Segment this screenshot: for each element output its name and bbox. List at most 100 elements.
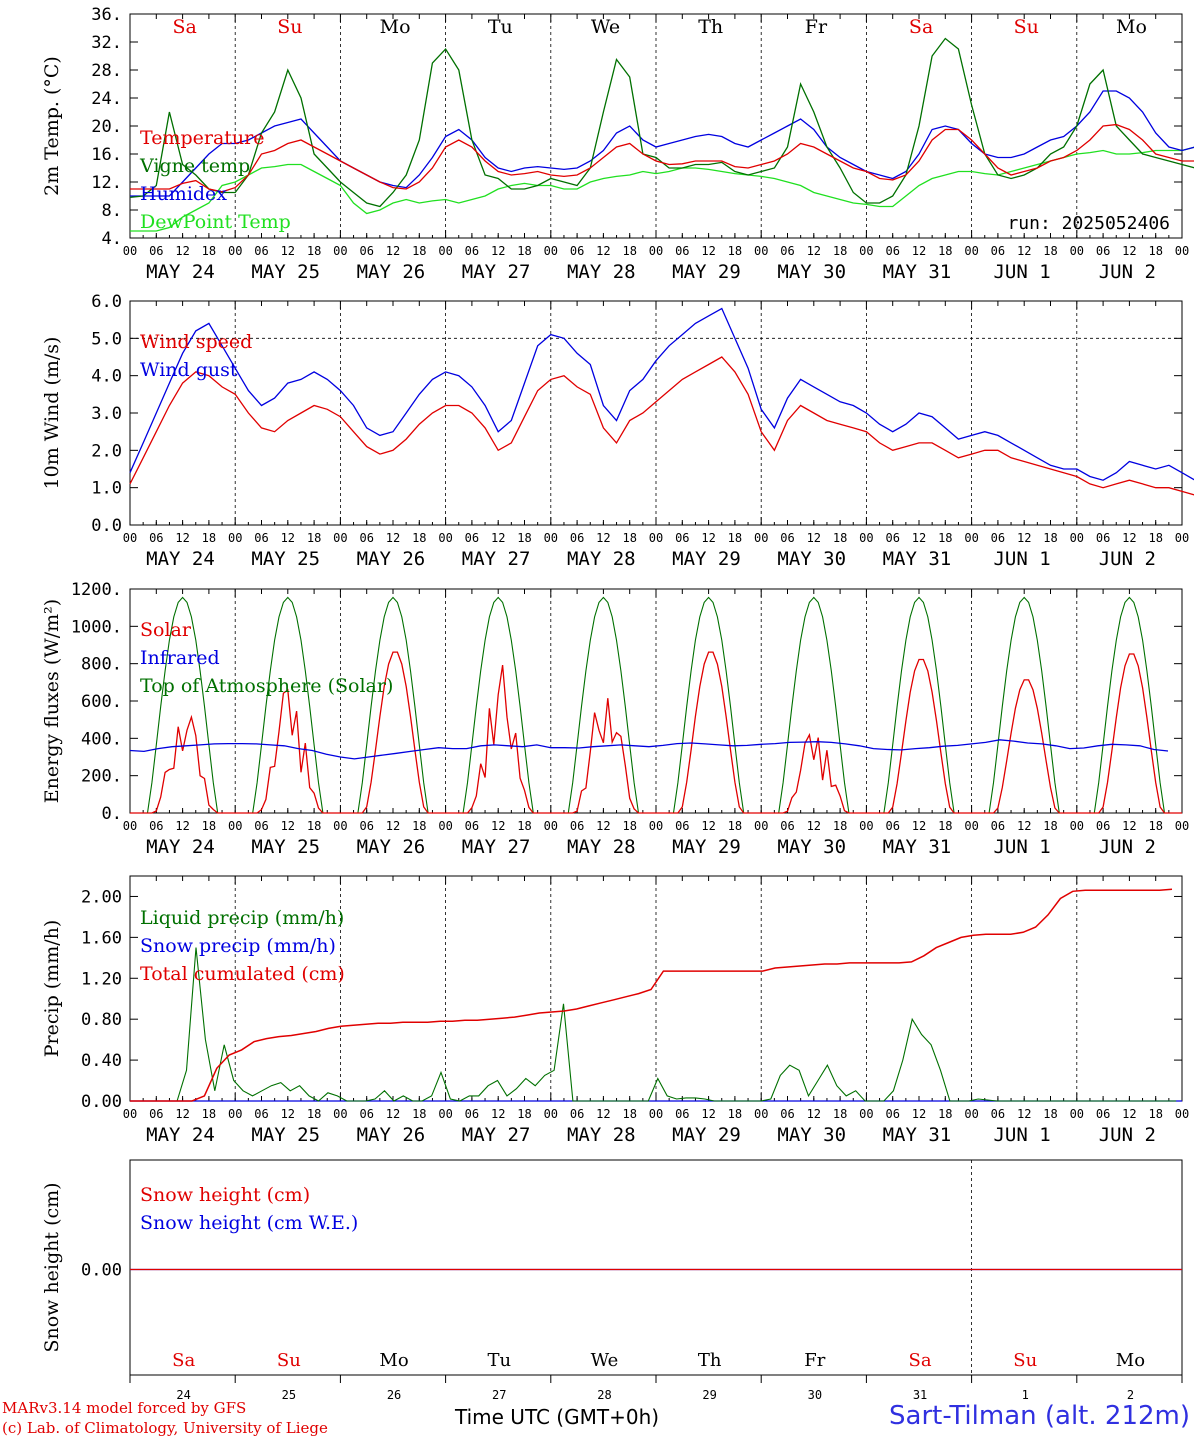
hour-tick-label: 18 bbox=[307, 244, 321, 258]
plot-frame bbox=[129, 300, 1183, 526]
hour-tick-label: 12 bbox=[281, 244, 295, 258]
hour-tick-label: 00 bbox=[123, 531, 137, 545]
day-number-label: 27 bbox=[492, 1388, 506, 1402]
hour-tick-label: 12 bbox=[701, 1107, 715, 1121]
date-label: MAY 26 bbox=[357, 261, 426, 283]
hour-tick-label: 18 bbox=[412, 819, 426, 833]
hour-tick-label: 18 bbox=[202, 244, 216, 258]
hour-tick-label: 12 bbox=[175, 819, 189, 833]
hour-tick-label: 12 bbox=[491, 244, 505, 258]
hour-tick-label: 18 bbox=[307, 819, 321, 833]
y-tick-label: 200. bbox=[81, 767, 122, 787]
y-tick-label: 800. bbox=[81, 655, 122, 675]
hour-tick-label: 00 bbox=[1175, 1107, 1189, 1121]
y-axis-title: Snow height (cm) bbox=[41, 1182, 63, 1352]
x-axis-title: Time UTC (GMT+0h) bbox=[455, 1405, 660, 1429]
weekday-label: Sa bbox=[172, 1350, 195, 1371]
y-tick-label: 3.0 bbox=[91, 404, 122, 424]
hour-tick-label: 00 bbox=[754, 1107, 768, 1121]
hour-tick-label: 06 bbox=[570, 244, 584, 258]
hour-tick-label: 06 bbox=[675, 531, 689, 545]
hour-tick-label: 18 bbox=[412, 531, 426, 545]
hour-tick-label: 06 bbox=[465, 531, 479, 545]
legend-entry: Top of Atmosphere (Solar) bbox=[140, 675, 393, 697]
hour-tick-label: 12 bbox=[912, 244, 926, 258]
hour-tick-label: 12 bbox=[596, 244, 610, 258]
hour-tick-label: 12 bbox=[386, 1107, 400, 1121]
hour-tick-label: 00 bbox=[1175, 531, 1189, 545]
hour-tick-label: 06 bbox=[359, 819, 373, 833]
legend-entry: Temperature bbox=[140, 127, 264, 149]
y-tick-label: 1000. bbox=[71, 617, 122, 637]
hour-tick-label: 18 bbox=[728, 1107, 742, 1121]
date-label: MAY 24 bbox=[146, 836, 215, 858]
legend-entry: Wind gust bbox=[140, 359, 238, 381]
hour-tick-label: 00 bbox=[1175, 244, 1189, 258]
hour-tick-label: 18 bbox=[202, 531, 216, 545]
hour-tick-label: 06 bbox=[149, 1107, 163, 1121]
hour-tick-label: 06 bbox=[675, 819, 689, 833]
y-tick-label: 2.0 bbox=[91, 441, 122, 461]
y-tick-label: 24. bbox=[91, 89, 122, 109]
hour-tick-label: 12 bbox=[386, 819, 400, 833]
hour-tick-label: 12 bbox=[386, 531, 400, 545]
hour-tick-label: 06 bbox=[991, 819, 1005, 833]
day-number-label: 25 bbox=[282, 1388, 296, 1402]
hour-tick-label: 18 bbox=[517, 244, 531, 258]
hour-tick-label: 00 bbox=[123, 819, 137, 833]
hour-tick-label: 18 bbox=[1148, 531, 1162, 545]
hour-tick-label: 06 bbox=[465, 244, 479, 258]
date-label: MAY 27 bbox=[462, 1124, 531, 1146]
day-number-label: 29 bbox=[702, 1388, 716, 1402]
series-line-total-cumulated bbox=[130, 888, 1173, 1102]
hour-tick-label: 18 bbox=[938, 819, 952, 833]
hour-tick-label: 00 bbox=[1070, 1107, 1084, 1121]
weekday-label: Sa bbox=[173, 16, 197, 38]
date-label: MAY 24 bbox=[146, 548, 215, 570]
hour-tick-label: 18 bbox=[622, 531, 636, 545]
hour-tick-label: 06 bbox=[570, 531, 584, 545]
hour-tick-label: 06 bbox=[675, 1107, 689, 1121]
hour-tick-label: 06 bbox=[991, 244, 1005, 258]
y-tick-label: 1.20 bbox=[81, 969, 122, 989]
hour-tick-label: 18 bbox=[307, 1107, 321, 1121]
date-label: MAY 27 bbox=[462, 836, 531, 858]
hour-tick-label: 00 bbox=[544, 244, 558, 258]
hour-tick-label: 18 bbox=[1043, 1107, 1057, 1121]
hour-tick-label: 00 bbox=[859, 819, 873, 833]
day-number-label: 28 bbox=[597, 1388, 611, 1402]
hour-tick-label: 00 bbox=[333, 531, 347, 545]
legend-entry: Wind speed bbox=[140, 331, 252, 353]
weekday-label: Su bbox=[1013, 1350, 1037, 1371]
hour-tick-label: 06 bbox=[1096, 1107, 1110, 1121]
hour-tick-label: 18 bbox=[412, 1107, 426, 1121]
y-axis-title: Precip (mm/h) bbox=[41, 920, 63, 1058]
hour-tick-label: 06 bbox=[780, 1107, 794, 1121]
hour-tick-label: 06 bbox=[254, 819, 268, 833]
weekday-label: We bbox=[591, 1350, 619, 1371]
legend-entry: Total cumulated (cm) bbox=[140, 963, 345, 985]
legend-entry: DewPoint Temp bbox=[140, 211, 291, 233]
hour-tick-label: 12 bbox=[1122, 244, 1136, 258]
y-tick-label: 6.0 bbox=[91, 292, 122, 312]
hour-tick-label: 00 bbox=[1070, 244, 1084, 258]
hour-tick-label: 12 bbox=[281, 819, 295, 833]
y-tick-label: 28. bbox=[91, 61, 122, 81]
hour-tick-label: 00 bbox=[1070, 819, 1084, 833]
weekday-label: Mo bbox=[1116, 1350, 1145, 1371]
date-label: MAY 31 bbox=[883, 836, 952, 858]
y-tick-label: 400. bbox=[81, 729, 122, 749]
date-label: MAY 31 bbox=[883, 1124, 952, 1146]
y-tick-label: 0.0 bbox=[91, 516, 122, 536]
hour-tick-label: 06 bbox=[465, 819, 479, 833]
y-tick-label: 5.0 bbox=[91, 329, 122, 349]
day-number-label: 1 bbox=[1022, 1388, 1029, 1402]
date-label: MAY 29 bbox=[672, 1124, 741, 1146]
hour-tick-label: 00 bbox=[964, 531, 978, 545]
y-tick-label: 4.0 bbox=[91, 367, 122, 387]
hour-tick-label: 00 bbox=[754, 244, 768, 258]
hour-tick-label: 06 bbox=[570, 1107, 584, 1121]
date-label: MAY 28 bbox=[567, 1124, 636, 1146]
date-label: MAY 27 bbox=[462, 261, 531, 283]
series-line-solar bbox=[130, 651, 1182, 814]
